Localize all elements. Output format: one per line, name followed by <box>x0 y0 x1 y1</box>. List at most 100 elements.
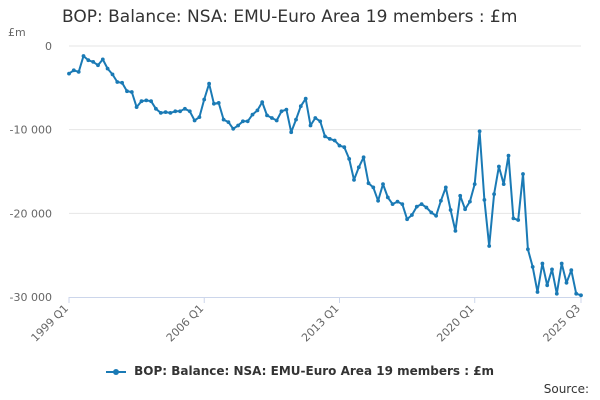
data-point[interactable] <box>385 195 390 200</box>
data-point[interactable] <box>115 80 120 84</box>
data-point[interactable] <box>550 267 554 272</box>
data-point[interactable] <box>255 108 260 113</box>
data-point[interactable] <box>178 109 183 114</box>
data-point[interactable] <box>202 97 207 102</box>
data-point[interactable] <box>361 155 366 160</box>
data-point[interactable] <box>173 109 178 114</box>
data-point[interactable] <box>270 116 274 120</box>
data-point[interactable] <box>231 126 236 131</box>
data-point[interactable] <box>294 117 298 122</box>
data-point[interactable] <box>468 199 472 204</box>
data-point[interactable] <box>154 106 158 111</box>
data-point[interactable] <box>212 101 216 106</box>
data-point[interactable] <box>71 68 76 73</box>
data-point[interactable] <box>487 244 492 248</box>
data-point[interactable] <box>149 99 154 104</box>
data-point[interactable] <box>197 115 202 119</box>
data-point[interactable] <box>250 112 255 117</box>
data-point[interactable] <box>540 261 545 266</box>
data-point[interactable] <box>332 138 337 143</box>
data-point[interactable] <box>545 283 550 288</box>
data-point[interactable] <box>400 202 405 207</box>
data-point[interactable] <box>472 182 477 187</box>
data-point[interactable] <box>569 268 574 273</box>
data-point[interactable] <box>216 101 221 105</box>
data-point[interactable] <box>226 120 231 124</box>
data-point[interactable] <box>313 116 318 120</box>
data-point[interactable] <box>163 110 168 114</box>
data-point[interactable] <box>526 247 530 252</box>
legend[interactable]: BOP: Balance: NSA: EMU-Euro Area 19 memb… <box>0 364 600 378</box>
data-point[interactable] <box>260 100 265 104</box>
data-point[interactable] <box>521 172 525 176</box>
data-point[interactable] <box>579 293 583 298</box>
data-point[interactable] <box>390 202 395 207</box>
data-point[interactable] <box>516 218 521 222</box>
data-point[interactable] <box>86 58 91 63</box>
data-point[interactable] <box>337 143 342 148</box>
data-point[interactable] <box>125 89 129 94</box>
data-point[interactable] <box>139 99 144 104</box>
data-point[interactable] <box>342 145 347 150</box>
data-point[interactable] <box>105 66 110 71</box>
data-point[interactable] <box>187 109 192 114</box>
data-point[interactable] <box>381 182 385 187</box>
data-point[interactable] <box>183 106 187 111</box>
data-point[interactable] <box>327 137 332 141</box>
data-point[interactable] <box>192 118 197 123</box>
data-point[interactable] <box>236 123 241 128</box>
data-point[interactable] <box>207 81 212 86</box>
data-point[interactable] <box>559 261 564 266</box>
data-point[interactable] <box>298 104 303 109</box>
data-point[interactable] <box>530 265 535 269</box>
data-point[interactable] <box>535 290 540 294</box>
data-point[interactable] <box>564 280 569 285</box>
data-point[interactable] <box>265 113 269 118</box>
data-point[interactable] <box>501 182 506 187</box>
data-point[interactable] <box>439 198 443 203</box>
data-point[interactable] <box>453 229 458 233</box>
data-point[interactable] <box>144 98 149 103</box>
data-point[interactable] <box>366 181 371 186</box>
data-point[interactable] <box>405 217 409 222</box>
data-point[interactable] <box>477 129 482 134</box>
data-point[interactable] <box>129 90 134 94</box>
data-point[interactable] <box>376 198 380 203</box>
data-point[interactable] <box>289 130 294 135</box>
data-point[interactable] <box>463 207 467 212</box>
data-point[interactable] <box>371 185 376 190</box>
data-point[interactable] <box>429 210 434 215</box>
data-point[interactable] <box>76 70 81 74</box>
data-point[interactable] <box>482 198 487 202</box>
data-point[interactable] <box>67 71 71 76</box>
data-point[interactable] <box>434 213 438 218</box>
data-point[interactable] <box>81 54 86 58</box>
data-point[interactable] <box>554 291 559 296</box>
data-point[interactable] <box>458 193 463 198</box>
data-point[interactable] <box>511 216 516 221</box>
data-point[interactable] <box>100 57 105 62</box>
data-point[interactable] <box>410 213 414 217</box>
data-point[interactable] <box>323 134 327 139</box>
data-point[interactable] <box>356 165 361 170</box>
data-point[interactable] <box>492 192 496 197</box>
data-point[interactable] <box>91 60 96 64</box>
data-point[interactable] <box>134 105 139 109</box>
data-point[interactable] <box>245 119 250 124</box>
data-point[interactable] <box>443 185 448 190</box>
data-point[interactable] <box>506 153 511 158</box>
data-point[interactable] <box>158 111 163 115</box>
data-point[interactable] <box>318 119 323 124</box>
data-point[interactable] <box>120 80 124 85</box>
data-point[interactable] <box>414 204 419 209</box>
data-point[interactable] <box>279 109 284 114</box>
data-point[interactable] <box>448 208 453 212</box>
data-point[interactable] <box>395 199 400 204</box>
data-point[interactable] <box>308 123 313 128</box>
data-point[interactable] <box>347 157 352 161</box>
data-point[interactable] <box>284 107 289 112</box>
data-point[interactable] <box>110 72 115 77</box>
data-point[interactable] <box>424 205 429 210</box>
data-point[interactable] <box>168 111 173 115</box>
data-point[interactable] <box>241 119 245 124</box>
